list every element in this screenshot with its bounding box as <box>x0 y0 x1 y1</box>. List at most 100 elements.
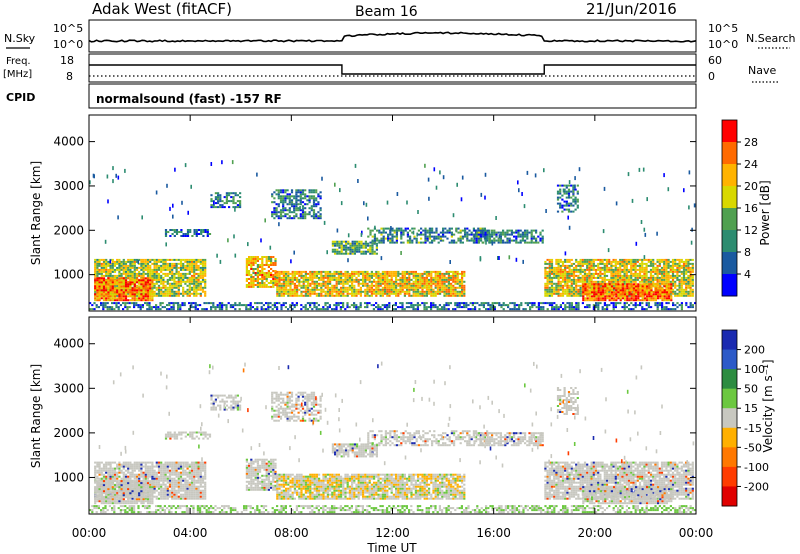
data-cell <box>641 291 644 294</box>
frequency-line <box>89 64 696 75</box>
data-cell <box>592 266 595 269</box>
data-cell <box>342 284 345 287</box>
data-cell <box>248 264 251 266</box>
data-cell <box>199 304 202 307</box>
data-cell <box>175 284 178 287</box>
data-cell <box>299 213 302 216</box>
data-cell <box>146 283 150 286</box>
data-cell <box>340 288 343 291</box>
data-cell <box>177 302 180 305</box>
data-cell <box>434 284 437 287</box>
data-cell <box>120 291 123 294</box>
data-cell <box>340 248 343 251</box>
nave-label: Nave <box>748 64 776 77</box>
data-cell <box>425 286 428 289</box>
data-cell <box>348 292 351 295</box>
data-cell <box>553 272 556 275</box>
data-cell <box>592 260 595 263</box>
data-cell <box>94 287 97 290</box>
data-cell <box>658 278 661 281</box>
data-cell <box>581 274 584 277</box>
data-cell <box>116 279 119 282</box>
data-cell <box>566 294 569 297</box>
data-cell <box>579 276 582 279</box>
data-cell <box>331 276 334 279</box>
data-cell <box>98 262 101 265</box>
data-cell <box>608 283 611 286</box>
data-cell <box>107 274 110 277</box>
data-cell <box>572 272 576 275</box>
data-cell <box>682 272 686 275</box>
data-cell <box>118 268 121 271</box>
data-cell <box>376 239 379 242</box>
data-cell <box>643 293 646 296</box>
data-cell <box>632 297 635 300</box>
data-cell <box>177 306 180 309</box>
data-cell <box>100 289 103 292</box>
data-cell <box>113 291 117 294</box>
data-cell <box>421 294 424 297</box>
data-cell <box>295 199 298 202</box>
data-cell <box>685 284 688 287</box>
data-cell <box>689 294 692 297</box>
data-cell <box>530 239 533 242</box>
data-cell <box>287 282 290 285</box>
data-cell <box>601 272 604 275</box>
data-cell <box>665 283 668 286</box>
data-cell <box>652 260 655 263</box>
data-cell <box>166 272 169 275</box>
data-cell <box>595 293 598 296</box>
data-cell <box>544 284 547 287</box>
data-cell <box>419 282 422 285</box>
data-cell <box>282 286 285 289</box>
data-cell <box>661 283 664 286</box>
data-cell <box>616 260 620 263</box>
data-cell <box>579 264 582 267</box>
data-cell <box>188 264 191 267</box>
data-cell <box>674 292 677 295</box>
data-cell <box>182 292 185 295</box>
data-cell <box>381 272 384 275</box>
data-cell <box>405 302 408 305</box>
data-cell <box>678 264 681 267</box>
data-cell <box>652 268 655 271</box>
data-cell <box>276 294 279 297</box>
data-cell <box>342 286 345 289</box>
data-cell <box>166 274 169 277</box>
data-cell <box>369 229 372 232</box>
data-cell <box>625 288 628 291</box>
data-cell <box>118 291 121 294</box>
data-cell <box>588 280 591 283</box>
data-cell <box>335 284 338 287</box>
data-cell <box>369 250 372 253</box>
data-cell <box>249 308 252 311</box>
data-cell <box>375 306 378 309</box>
data-cell <box>149 258 152 261</box>
data-cell <box>687 292 690 295</box>
data-cell <box>94 264 97 267</box>
data-cell <box>524 231 527 234</box>
data-cell <box>186 280 189 283</box>
data-cell <box>556 202 560 205</box>
data-cell <box>250 278 253 280</box>
data-cell <box>362 250 365 253</box>
data-cell <box>621 264 624 267</box>
data-cell <box>619 297 622 300</box>
data-cell <box>190 278 194 281</box>
data-cell <box>601 262 604 265</box>
data-cell <box>564 274 567 277</box>
data-cell <box>118 270 121 273</box>
data-cell <box>279 201 283 204</box>
data-cell <box>291 270 294 273</box>
data-cell <box>425 290 428 293</box>
data-cell <box>623 270 626 273</box>
data-cell <box>375 284 378 287</box>
data-cell <box>601 258 604 261</box>
data-cell <box>400 241 403 244</box>
data-cell <box>513 235 516 238</box>
data-cell <box>113 295 117 298</box>
data-cell <box>390 272 393 275</box>
data-cell <box>649 272 653 275</box>
data-cell <box>151 262 154 265</box>
data-cell <box>204 231 207 233</box>
